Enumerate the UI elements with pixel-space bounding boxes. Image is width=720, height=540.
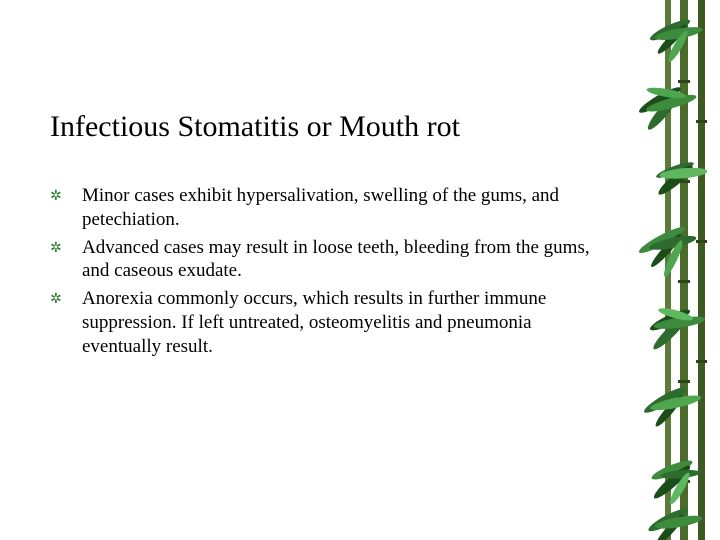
- bullet-text: Advanced cases may result in loose teeth…: [82, 236, 610, 284]
- bullet-list: ✲ Minor cases exhibit hypersalivation, s…: [50, 184, 610, 358]
- asterisk-icon: ✲: [50, 188, 66, 206]
- bullet-item: ✲ Anorexia commonly occurs, which result…: [50, 287, 610, 358]
- bullet-item: ✲ Minor cases exhibit hypersalivation, s…: [50, 184, 610, 232]
- bullet-text: Minor cases exhibit hypersalivation, swe…: [82, 184, 610, 232]
- asterisk-icon: ✲: [50, 240, 66, 258]
- slide-container: Infectious Stomatitis or Mouth rot ✲ Min…: [0, 0, 720, 540]
- bullet-text: Anorexia commonly occurs, which results …: [82, 287, 610, 358]
- bullet-item: ✲ Advanced cases may result in loose tee…: [50, 236, 610, 284]
- asterisk-icon: ✲: [50, 291, 66, 309]
- bamboo-decoration: [620, 0, 720, 540]
- slide-title: Infectious Stomatitis or Mouth rot: [50, 110, 610, 144]
